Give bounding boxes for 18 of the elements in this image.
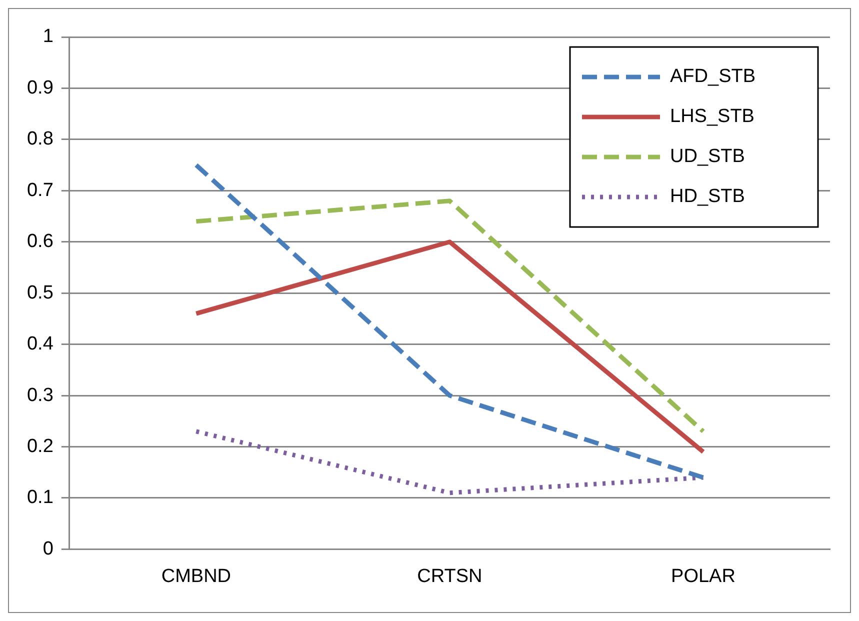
x-tick-label: POLAR — [671, 566, 736, 587]
y-tick-label: 1 — [42, 26, 54, 48]
y-tick-label: 0 — [42, 538, 54, 560]
legend-label: HD_STB — [670, 186, 745, 208]
x-tick-label: CRTSN — [417, 566, 482, 587]
x-tick-label: CMBND — [161, 566, 232, 587]
y-tick-label: 0.7 — [26, 180, 54, 201]
y-tick-label: 0.1 — [26, 487, 54, 508]
legend-label: UD_STB — [670, 146, 745, 168]
y-tick-label: 0.6 — [26, 231, 54, 252]
legend-label: LHS_STB — [670, 106, 754, 128]
y-tick-label: 0.9 — [26, 77, 54, 98]
y-tick-label: 0.2 — [26, 436, 54, 457]
y-tick-label: 0.3 — [26, 384, 54, 406]
legend-label: AFD_STB — [670, 66, 756, 88]
y-tick-label: 0.4 — [26, 334, 54, 355]
y-tick-label: 0.8 — [26, 128, 54, 150]
y-tick-label: 0.5 — [26, 282, 54, 304]
